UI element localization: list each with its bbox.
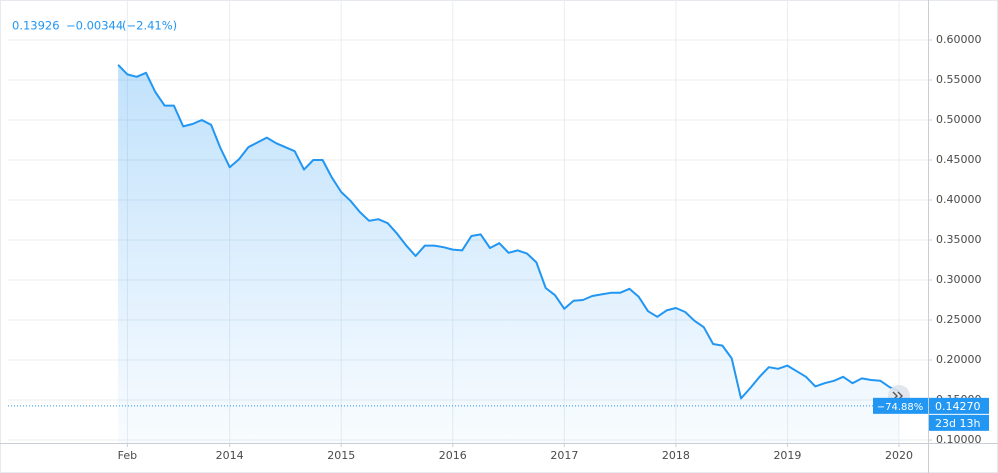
- plot: [8, 64, 928, 444]
- y-tick-label: 0.60000: [936, 33, 982, 46]
- x-tick-label: 2020: [885, 449, 913, 462]
- countdown-label: 23d 13h: [935, 417, 980, 430]
- x-tick-label: 2018: [662, 449, 690, 462]
- area: [118, 64, 900, 444]
- x-tick-label: 2014: [216, 449, 244, 462]
- y-tick-label: 0.35000: [936, 233, 982, 246]
- y-tick-label: 0.30000: [936, 273, 982, 286]
- price-badge: [929, 397, 989, 414]
- x-tick-label: 2016: [439, 449, 467, 462]
- header-change-pct: (−2.41%): [122, 19, 177, 33]
- header-price: 0.13926: [12, 19, 60, 33]
- y-tick-label: 0.55000: [936, 73, 982, 86]
- x-tick-label: 2017: [550, 449, 578, 462]
- y-tick-label: 0.20000: [936, 353, 982, 366]
- change-label: −74.88%: [877, 402, 924, 413]
- axes: 0.100000.150000.200000.250000.300000.350…: [118, 33, 989, 462]
- price-label: 0.14270: [935, 400, 981, 413]
- line: [117, 64, 900, 400]
- header-change: −0.00344: [66, 19, 123, 33]
- change-badge: [873, 397, 928, 414]
- y-tick-label: 0.50000: [936, 113, 982, 126]
- y-tick-label: 0.10000: [936, 433, 982, 446]
- y-tick-label: 0.40000: [936, 193, 982, 206]
- x-tick-label: 2015: [327, 449, 355, 462]
- x-tick-label: Feb: [118, 449, 137, 462]
- y-tick-label: 0.25000: [936, 313, 982, 326]
- countdown-badge: [929, 414, 989, 431]
- y-tick-label: 0.45000: [936, 153, 982, 166]
- x-tick-label: 2019: [773, 449, 801, 462]
